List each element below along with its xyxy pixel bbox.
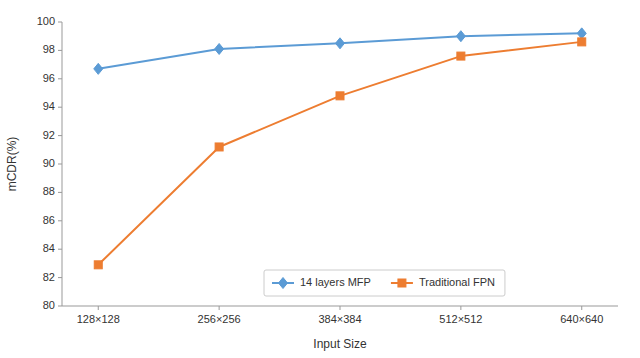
y-tick (58, 277, 62, 278)
y-axis-label: mCDR(%) (5, 137, 19, 192)
y-tick-label: 96 (43, 72, 55, 84)
x-axis-label: Input Size (313, 337, 367, 351)
point-marker (94, 63, 103, 74)
x-tick-label: 128×128 (77, 313, 120, 325)
point-marker (456, 31, 465, 42)
x-tick (219, 306, 220, 310)
x-tick (340, 306, 341, 310)
legend-label: 14 layers MFP (300, 276, 371, 288)
x-tick-label: 384×384 (318, 313, 361, 325)
y-tick-label: 84 (43, 242, 55, 254)
y-tick-label: 94 (43, 100, 55, 112)
y-tick (58, 192, 62, 193)
point-marker (336, 38, 345, 49)
legend-swatch-marker (279, 278, 288, 289)
y-tick-label: 98 (43, 43, 55, 55)
y-tick-label: 88 (43, 185, 55, 197)
y-tick (58, 249, 62, 250)
y-tick-label: 92 (43, 129, 55, 141)
y-tick (58, 164, 62, 165)
point-marker (336, 92, 344, 100)
x-tick-label: 512×512 (439, 313, 482, 325)
y-tick (58, 135, 62, 136)
point-marker (94, 261, 102, 269)
y-tick (58, 50, 62, 51)
y-tick (58, 22, 62, 23)
y-tick-label: 90 (43, 157, 55, 169)
legend-swatch-marker (398, 279, 406, 287)
x-tick (460, 306, 461, 310)
y-tick (58, 78, 62, 79)
point-marker (578, 38, 586, 46)
point-marker (457, 52, 465, 60)
series-line (98, 42, 581, 265)
y-tick (58, 220, 62, 221)
chart-svg: 80 82 84 86 88 90 92 94 96 98 100 128×128 256×256 384… (0, 0, 640, 358)
legend: 14 layers MFP Traditional FPN (264, 270, 505, 296)
y-tick-label: 82 (43, 271, 55, 283)
x-tick-label: 256×256 (198, 313, 241, 325)
legend-label: Traditional FPN (419, 276, 495, 288)
chart-container: 80 82 84 86 88 90 92 94 96 98 100 128×128 256×256 384… (0, 0, 640, 358)
point-marker (577, 28, 586, 39)
y-tick (58, 107, 62, 108)
point-marker (215, 43, 224, 54)
legend-box (264, 270, 505, 296)
point-marker (215, 143, 223, 151)
y-tick-label: 86 (43, 214, 55, 226)
x-tick-label: 640×640 (560, 313, 603, 325)
y-tick-label: 100 (37, 15, 55, 27)
x-tick (581, 306, 582, 310)
x-tick (98, 306, 99, 310)
y-tick-label: 80 (43, 299, 55, 311)
plot-area (94, 28, 586, 269)
y-tick (58, 306, 62, 307)
